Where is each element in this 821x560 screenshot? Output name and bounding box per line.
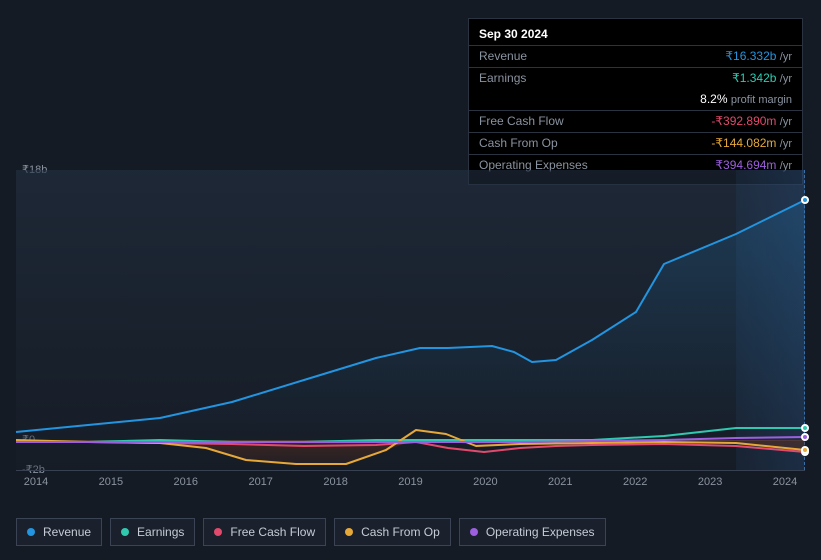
legend-item[interactable]: Free Cash Flow <box>203 518 326 546</box>
x-axis-label: 2018 <box>323 476 347 488</box>
x-axis-label: 2019 <box>398 476 422 488</box>
tooltip-row: Earnings₹1.342b /yr <box>469 67 802 89</box>
chart-area: ₹18b₹0-₹2b 20142015201620172018201920202… <box>16 158 805 508</box>
x-axis-label: 2014 <box>24 476 48 488</box>
legend-label: Operating Expenses <box>486 525 595 539</box>
series-svg <box>16 170 805 470</box>
x-axis-label: 2015 <box>99 476 123 488</box>
x-axis-label: 2020 <box>473 476 497 488</box>
legend-item[interactable]: Revenue <box>16 518 102 546</box>
tooltip-row: 8.2% profit margin <box>469 89 802 110</box>
x-axis-label: 2017 <box>248 476 272 488</box>
x-axis-label: 2016 <box>174 476 198 488</box>
legend-swatch <box>470 528 478 536</box>
x-axis-label: 2023 <box>698 476 722 488</box>
legend-label: Free Cash Flow <box>230 525 315 539</box>
legend-label: Cash From Op <box>361 525 440 539</box>
legend-swatch <box>214 528 222 536</box>
x-axis-label: 2022 <box>623 476 647 488</box>
legend-item[interactable]: Earnings <box>110 518 195 546</box>
series-end-marker <box>801 446 809 454</box>
legend-item[interactable]: Operating Expenses <box>459 518 606 546</box>
tooltip-date: Sep 30 2024 <box>469 27 802 45</box>
legend-swatch <box>345 528 353 536</box>
x-axis-label: 2024 <box>773 476 797 488</box>
series-end-marker <box>801 196 809 204</box>
x-axis-label: 2021 <box>548 476 572 488</box>
tooltip-row: Cash From Op-₹144.082m /yr <box>469 132 802 154</box>
tooltip-row: Free Cash Flow-₹392.890m /yr <box>469 110 802 132</box>
legend-label: Revenue <box>43 525 91 539</box>
tooltip-row: Revenue₹16.332b /yr <box>469 45 802 67</box>
plot-area[interactable] <box>16 170 805 470</box>
legend-swatch <box>121 528 129 536</box>
legend: Revenue Earnings Free Cash Flow Cash From O… <box>16 518 606 546</box>
legend-label: Earnings <box>137 525 184 539</box>
legend-item[interactable]: Cash From Op <box>334 518 451 546</box>
series-end-marker <box>801 424 809 432</box>
legend-swatch <box>27 528 35 536</box>
neg-gridline <box>16 470 805 471</box>
series-end-marker <box>801 433 809 441</box>
